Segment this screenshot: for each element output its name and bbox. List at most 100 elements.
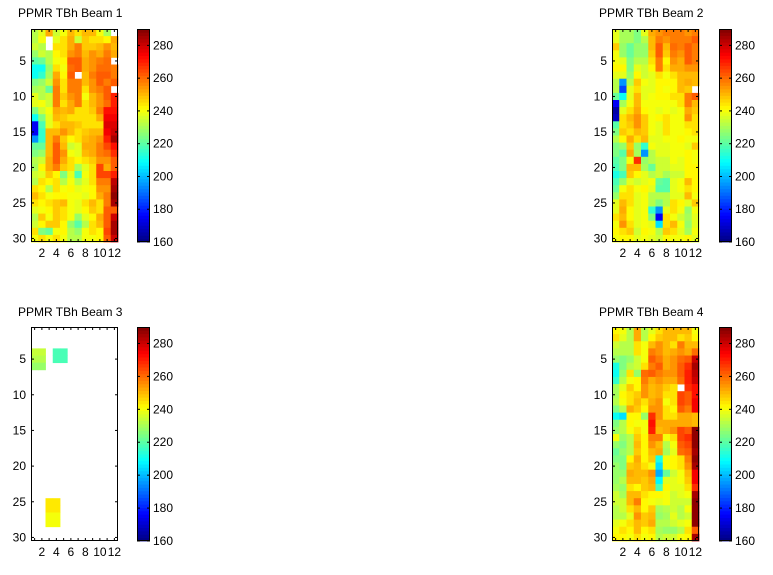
heatmap-cell bbox=[691, 498, 700, 506]
heatmap-cell bbox=[626, 142, 635, 151]
heatmap-cell bbox=[60, 213, 68, 222]
heatmap-cell bbox=[619, 36, 627, 44]
colorbar-tick-label: 160 bbox=[735, 235, 755, 249]
heatmap-cell bbox=[677, 92, 685, 101]
heatmap-cell bbox=[52, 36, 61, 44]
heatmap-cell bbox=[67, 156, 75, 165]
heatmap-cell bbox=[89, 199, 97, 207]
colorbar-swatch bbox=[719, 504, 732, 508]
heatmap-cell bbox=[612, 519, 620, 528]
heatmap-cell bbox=[641, 107, 649, 115]
heatmap-cell bbox=[662, 519, 671, 528]
colorbar-tick-label: 220 bbox=[153, 435, 173, 449]
colorbar-swatch bbox=[719, 527, 732, 532]
heatmap-cell bbox=[684, 199, 693, 207]
heatmap-cell bbox=[31, 185, 39, 193]
heatmap-cell bbox=[81, 234, 90, 243]
heatmap-cell bbox=[677, 178, 685, 186]
heatmap-cell bbox=[677, 483, 685, 492]
colorbar-swatch bbox=[137, 55, 150, 60]
heatmap-cell bbox=[60, 227, 68, 236]
heatmap-cell bbox=[31, 85, 39, 94]
heatmap-cell bbox=[662, 29, 671, 37]
heatmap-cell bbox=[52, 107, 61, 115]
heatmap-cell bbox=[691, 334, 700, 342]
heatmap-cell bbox=[662, 391, 671, 399]
y-tick-label: 20 bbox=[594, 459, 608, 473]
heatmap-cell bbox=[67, 64, 75, 72]
heatmap-cell bbox=[31, 234, 39, 243]
heatmap-cell bbox=[684, 57, 693, 65]
heatmap-cell bbox=[110, 135, 119, 143]
heatmap-cell bbox=[677, 135, 685, 143]
title-beam-2: PPMR TBh Beam 2 bbox=[599, 6, 704, 20]
colorbar-swatch bbox=[719, 195, 732, 200]
heatmap-cell bbox=[670, 455, 678, 463]
heatmap-cell bbox=[67, 234, 75, 243]
heatmap-cell bbox=[670, 85, 678, 94]
heatmap-cell bbox=[45, 220, 54, 229]
axes-box bbox=[612, 29, 699, 242]
heatmap-cell bbox=[633, 78, 642, 87]
heatmap-cell bbox=[103, 57, 112, 65]
colorbar-swatch bbox=[719, 440, 732, 445]
heatmap-cell bbox=[648, 455, 656, 463]
heatmap-cell bbox=[691, 128, 700, 136]
heatmap-cell bbox=[45, 519, 54, 528]
heatmap-cell bbox=[691, 476, 700, 485]
heatmap-cell bbox=[612, 57, 620, 65]
heatmap-cell bbox=[633, 178, 642, 186]
heatmap-cell bbox=[619, 121, 627, 129]
heatmap-cell bbox=[633, 64, 642, 72]
heatmap-cell bbox=[662, 405, 671, 413]
colorbar-swatch bbox=[719, 400, 732, 405]
colorbar-swatch bbox=[719, 327, 732, 331]
heatmap-cell bbox=[648, 43, 656, 51]
heatmap-cell bbox=[626, 448, 635, 456]
heatmap-cell bbox=[612, 412, 620, 421]
heatmap-cell bbox=[684, 121, 693, 129]
heatmap-cell bbox=[670, 156, 678, 165]
colorbar-swatch bbox=[719, 474, 732, 478]
heatmap-cell bbox=[45, 107, 54, 115]
colorbar-swatch bbox=[137, 444, 150, 448]
heatmap-cell bbox=[612, 156, 620, 165]
heatmap-cell bbox=[633, 135, 642, 143]
heatmap-cell bbox=[38, 171, 46, 179]
heatmap-cell bbox=[641, 448, 649, 456]
colorbar-swatch bbox=[719, 377, 732, 381]
heatmap-cell bbox=[626, 36, 635, 44]
colorbar-swatch bbox=[719, 105, 732, 110]
heatmap-cell bbox=[655, 29, 664, 37]
axes-box bbox=[31, 327, 118, 541]
heatmap-cell bbox=[648, 341, 656, 349]
heatmap-cell bbox=[110, 178, 119, 186]
heatmap-cell bbox=[684, 327, 693, 335]
heatmap-cell bbox=[691, 114, 700, 122]
heatmap-cell bbox=[633, 92, 642, 101]
heatmap-cell bbox=[81, 64, 90, 72]
heatmap-cell bbox=[89, 185, 97, 193]
colorbar-swatch bbox=[719, 138, 732, 143]
heatmap-cell bbox=[81, 199, 90, 207]
heatmap-cell bbox=[60, 199, 68, 207]
x-tick-label: 6 bbox=[68, 246, 75, 260]
heatmap-cell bbox=[670, 199, 678, 207]
heatmap-cell bbox=[619, 398, 627, 406]
heatmap-cell bbox=[81, 71, 90, 80]
heatmap-cell bbox=[103, 185, 112, 193]
colorbar-swatch bbox=[137, 490, 150, 495]
heatmap-cell bbox=[52, 355, 61, 364]
heatmap-cell bbox=[612, 185, 620, 193]
x-tick-label: 10 bbox=[674, 545, 688, 559]
heatmap-cell bbox=[633, 29, 642, 37]
heatmap-cell bbox=[60, 36, 68, 44]
colorbar-swatch bbox=[719, 78, 732, 83]
heatmap-cell bbox=[677, 128, 685, 136]
heatmap-cell bbox=[60, 206, 68, 214]
heatmap-cell bbox=[691, 441, 700, 449]
heatmap-cell bbox=[619, 533, 627, 542]
colorbar-swatch bbox=[719, 135, 732, 140]
colorbar-tick-label: 200 bbox=[735, 169, 755, 183]
colorbar-swatch bbox=[137, 353, 150, 358]
